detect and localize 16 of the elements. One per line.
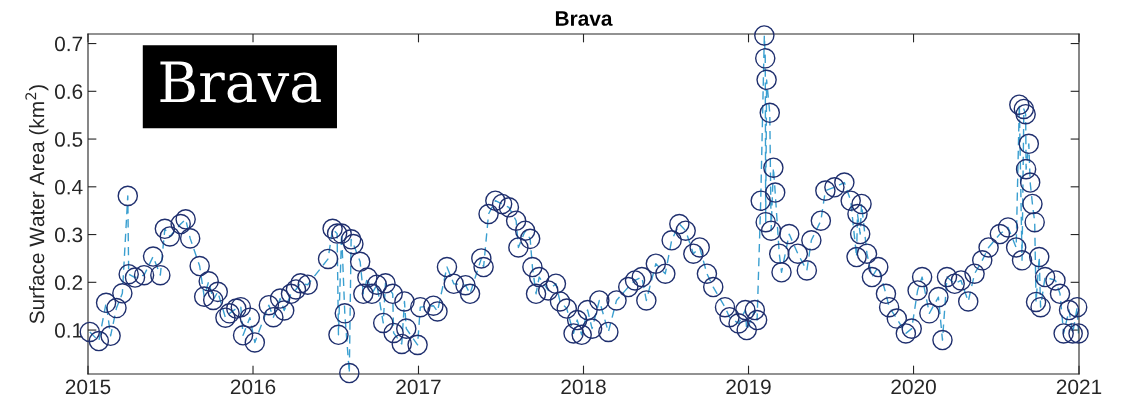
y-tick-label: 0.3: [54, 227, 83, 243]
x-tick-label: 2019: [726, 379, 771, 395]
y-tick-label: 0.2: [54, 275, 83, 291]
chart-title: Brava: [555, 11, 613, 26]
x-tick-label: 2018: [561, 379, 606, 395]
y-tick-label: 0.4: [54, 179, 83, 195]
annotation: Brava: [160, 61, 321, 103]
y-axis-title: Surface Water Area (km$^{2}$): [25, 85, 49, 324]
y-tick-label: 0.6: [54, 84, 83, 100]
x-tick-label: 2017: [396, 379, 441, 395]
y-tick-label: 0.5: [54, 132, 83, 147]
x-tick-label: 2016: [230, 379, 276, 395]
y-tick-label: 0.7: [54, 36, 83, 52]
x-tick-label: 2015: [65, 379, 111, 395]
x-tick-label: 2020: [891, 379, 936, 395]
x-tick-label: 2021: [1056, 379, 1102, 395]
